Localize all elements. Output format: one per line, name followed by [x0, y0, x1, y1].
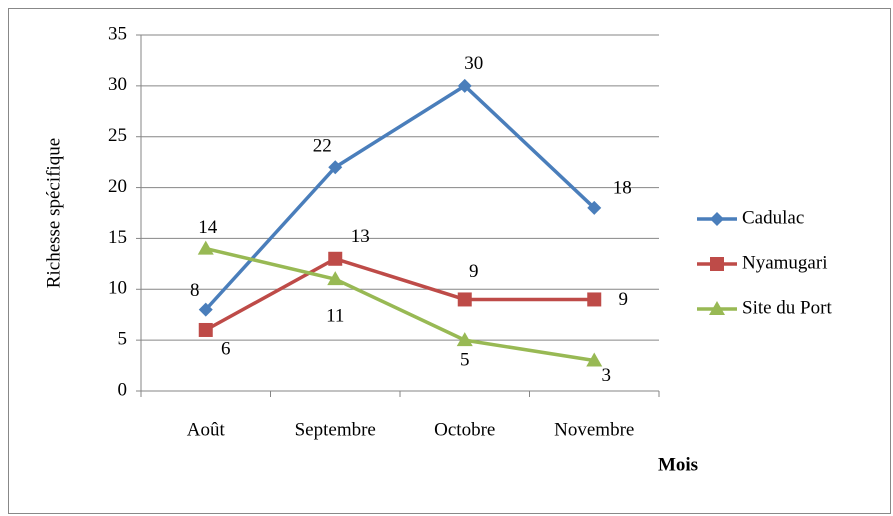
legend-marker [710, 257, 724, 271]
data-point [328, 251, 343, 266]
data-point [197, 240, 214, 255]
series-line [204, 256, 595, 332]
legend-label: Cadulac [742, 207, 804, 228]
legend-label: Nyamugari [742, 252, 827, 273]
data-label: 5 [460, 350, 470, 371]
data-point [456, 332, 473, 347]
x-tick-label: Août [187, 419, 226, 440]
data-point [198, 322, 213, 337]
y-tick-label: 15 [108, 227, 127, 248]
legend-marker [710, 212, 724, 226]
data-label: 9 [469, 261, 479, 282]
y-tick-label: 30 [108, 74, 127, 95]
x-axis-title: Mois [658, 454, 698, 475]
data-point [457, 292, 472, 307]
data-label: 30 [464, 53, 483, 74]
x-tick-label: Septembre [295, 419, 376, 440]
y-tick-label: 5 [118, 329, 128, 350]
x-tick-label: Novembre [554, 419, 634, 440]
data-point [587, 200, 602, 215]
data-point [198, 302, 213, 317]
chart-border [8, 8, 891, 514]
data-label: 8 [190, 280, 200, 301]
y-tick-label: 20 [108, 176, 127, 197]
data-label: 13 [351, 226, 370, 247]
data-point [586, 352, 603, 367]
series-line [204, 83, 596, 311]
data-point [327, 271, 344, 286]
data-point [328, 160, 343, 175]
y-tick-label: 10 [108, 278, 127, 299]
legend-label: Site du Port [742, 297, 832, 318]
data-label: 9 [619, 289, 629, 310]
data-label: 14 [198, 217, 218, 238]
data-point [457, 78, 472, 93]
x-tick-label: Octobre [434, 419, 495, 440]
data-label: 22 [313, 136, 332, 157]
series-line [205, 246, 595, 363]
legend-marker [709, 301, 725, 315]
data-label: 6 [221, 338, 231, 359]
y-tick-label: 25 [108, 125, 127, 146]
y-axis-title: Richesse spécifique [43, 138, 64, 288]
data-point [587, 292, 602, 307]
y-tick-label: 0 [118, 379, 128, 400]
y-tick-label: 35 [108, 23, 127, 44]
data-label: 11 [326, 305, 344, 326]
data-label: 18 [613, 177, 632, 198]
data-label: 3 [602, 365, 612, 386]
